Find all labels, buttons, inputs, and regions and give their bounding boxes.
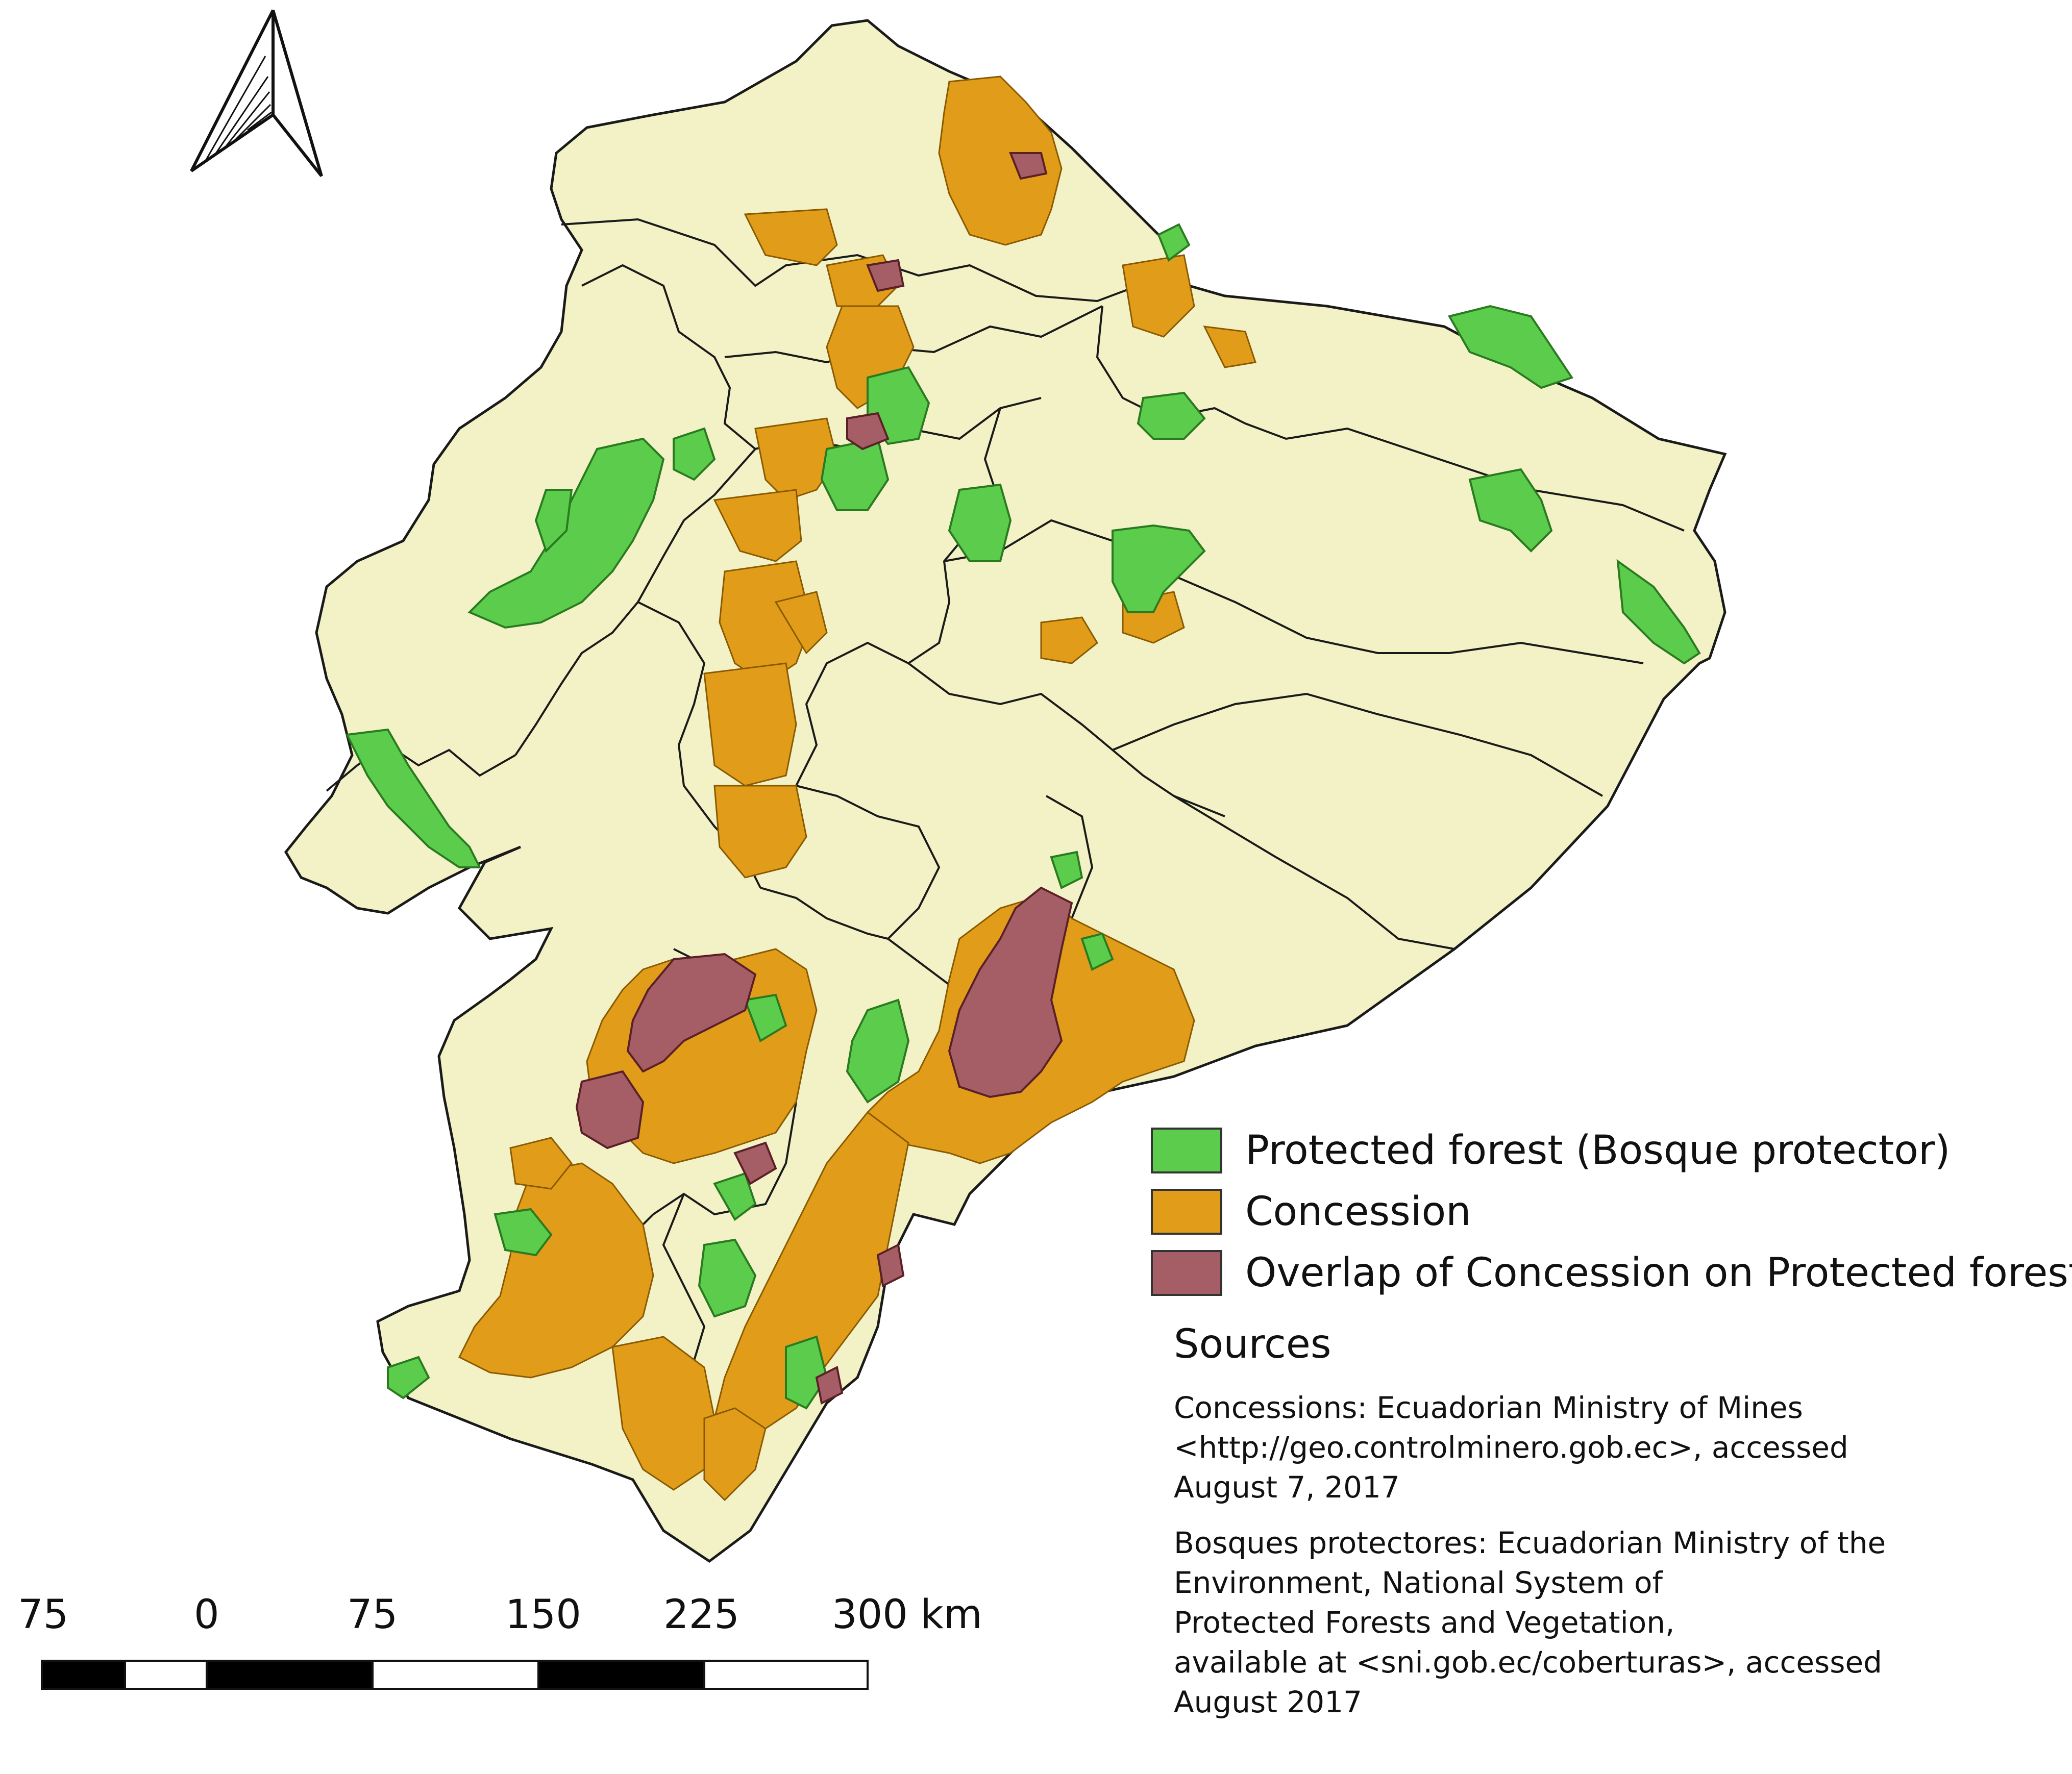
sources-title: Sources: [1174, 1321, 1331, 1367]
forest-swatch: [1151, 1128, 1222, 1173]
legend: Protected forest (Bosque protector) Conc…: [1151, 1120, 2072, 1304]
legend-label-forest: Protected forest (Bosque protector): [1245, 1128, 1951, 1173]
north-arrow-icon: [190, 9, 323, 177]
scale-bar: [41, 1660, 869, 1690]
legend-item-concession: Concession: [1151, 1181, 2072, 1242]
legend-label-concession: Concession: [1245, 1189, 1471, 1235]
legend-item-protected-forest: Protected forest (Bosque protector): [1151, 1120, 2072, 1181]
scale-label-75: 75: [347, 1592, 398, 1638]
concession-swatch: [1151, 1189, 1222, 1235]
legend-label-overlap: Overlap of Concession on Protected fores…: [1245, 1250, 2072, 1296]
scale-label-300-km: 300 km: [832, 1592, 982, 1638]
country-outline: [284, 19, 1727, 1563]
scale-label-225: 225: [663, 1592, 739, 1638]
scale-label-0: 0: [194, 1592, 219, 1638]
source-concessions: Concessions: Ecuadorian Ministry of Mine…: [1174, 1390, 1848, 1505]
overlap-swatch: [1151, 1250, 1222, 1296]
source-bosques: Bosques protectores: Ecuadorian Ministry…: [1174, 1526, 1886, 1719]
scale-label-150: 150: [505, 1592, 581, 1638]
overlap-areas: [575, 152, 1073, 1405]
legend-item-overlap: Overlap of Concession on Protected fores…: [1151, 1242, 2072, 1304]
scale-label-left-75: 75: [18, 1592, 69, 1638]
protected-forest-areas: [345, 223, 1701, 1410]
